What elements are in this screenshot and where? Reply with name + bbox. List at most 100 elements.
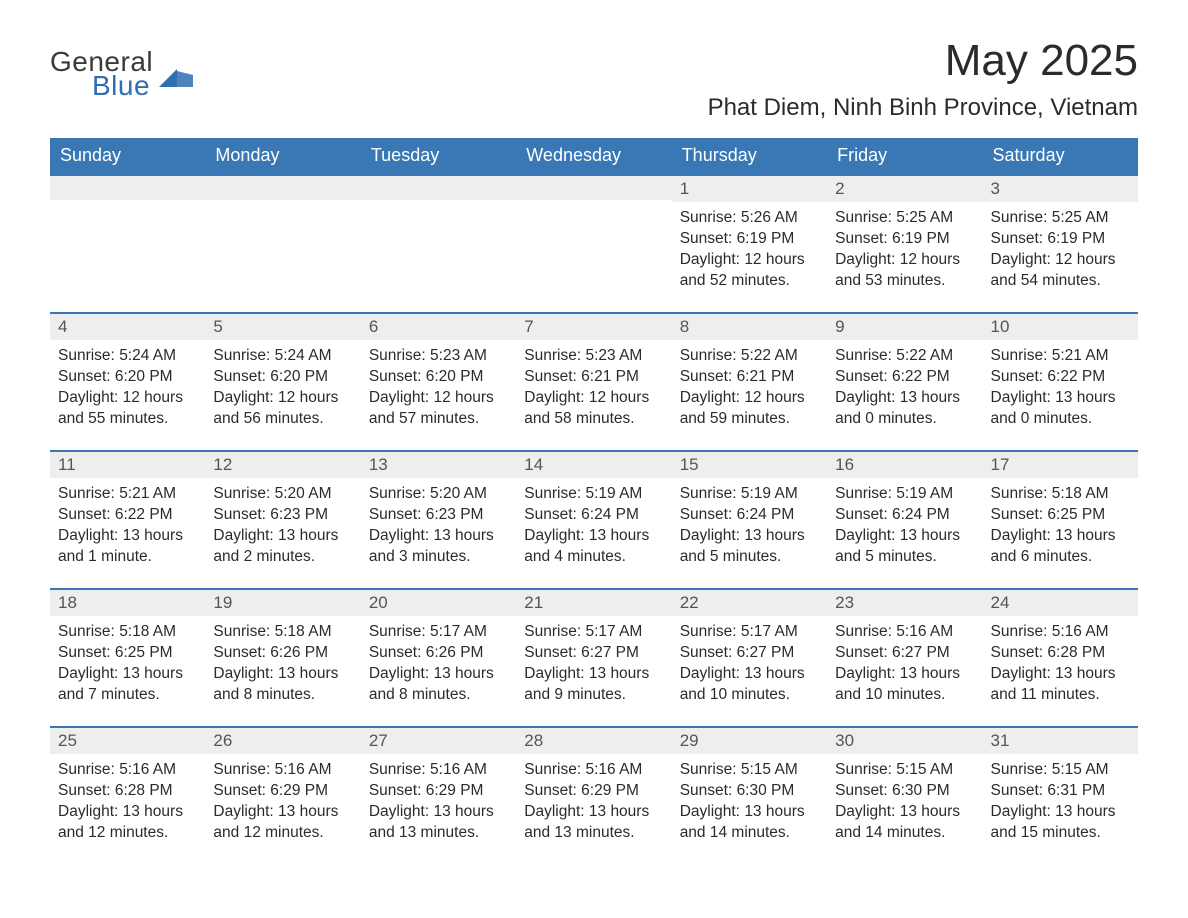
- day-details: Sunrise: 5:18 AMSunset: 6:26 PMDaylight:…: [205, 616, 360, 710]
- sunset-label: Sunset:: [835, 644, 888, 661]
- daylight-label: Daylight:: [680, 665, 740, 682]
- sunset-line: Sunset: 6:21 PM: [524, 367, 663, 388]
- day-number: 8: [672, 314, 827, 340]
- day-number: 18: [50, 590, 205, 616]
- daylight-label: Daylight:: [991, 389, 1051, 406]
- sunrise-value: 5:23 AM: [585, 347, 642, 364]
- sunrise-label: Sunrise:: [524, 623, 581, 640]
- sunrise-label: Sunrise:: [58, 347, 115, 364]
- daylight-line: Daylight: 13 hours and 7 minutes.: [58, 664, 197, 706]
- daylight-line: Daylight: 13 hours and 11 minutes.: [991, 664, 1130, 706]
- sunset-label: Sunset:: [680, 368, 733, 385]
- sunset-value: 6:24 PM: [581, 506, 639, 523]
- sunset-label: Sunset:: [991, 782, 1044, 799]
- sunrise-line: Sunrise: 5:24 AM: [213, 346, 352, 367]
- daylight-line: Daylight: 13 hours and 13 minutes.: [524, 802, 663, 844]
- sunrise-value: 5:26 AM: [741, 209, 798, 226]
- day-number: 17: [983, 452, 1138, 478]
- day-details: Sunrise: 5:17 AMSunset: 6:27 PMDaylight:…: [516, 616, 671, 710]
- sunset-value: 6:21 PM: [581, 368, 639, 385]
- sunset-label: Sunset:: [369, 782, 422, 799]
- daylight-line: Daylight: 13 hours and 10 minutes.: [835, 664, 974, 706]
- sunrise-line: Sunrise: 5:20 AM: [369, 484, 508, 505]
- sunset-line: Sunset: 6:24 PM: [835, 505, 974, 526]
- sunset-line: Sunset: 6:20 PM: [213, 367, 352, 388]
- calendar-day-cell: 16Sunrise: 5:19 AMSunset: 6:24 PMDayligh…: [827, 451, 982, 589]
- sunrise-value: 5:20 AM: [275, 485, 332, 502]
- daylight-line: Daylight: 13 hours and 12 minutes.: [213, 802, 352, 844]
- sunrise-line: Sunrise: 5:24 AM: [58, 346, 197, 367]
- sunrise-label: Sunrise:: [991, 347, 1048, 364]
- weekday-row: SundayMondayTuesdayWednesdayThursdayFrid…: [50, 138, 1138, 175]
- daylight-label: Daylight:: [835, 803, 895, 820]
- daylight-label: Daylight:: [680, 251, 740, 268]
- sunset-value: 6:20 PM: [115, 368, 173, 385]
- day-number: 2: [827, 176, 982, 202]
- day-details: Sunrise: 5:23 AMSunset: 6:21 PMDaylight:…: [516, 340, 671, 434]
- calendar-day-cell: [205, 175, 360, 313]
- daylight-line: Daylight: 13 hours and 5 minutes.: [680, 526, 819, 568]
- daylight-line: Daylight: 12 hours and 59 minutes.: [680, 388, 819, 430]
- calendar-day-cell: 30Sunrise: 5:15 AMSunset: 6:30 PMDayligh…: [827, 727, 982, 865]
- day-details: Sunrise: 5:16 AMSunset: 6:27 PMDaylight:…: [827, 616, 982, 710]
- sunset-label: Sunset:: [680, 782, 733, 799]
- sunset-value: 6:22 PM: [115, 506, 173, 523]
- daylight-label: Daylight:: [213, 527, 273, 544]
- day-number: [361, 176, 516, 200]
- sunrise-value: 5:16 AM: [1052, 623, 1109, 640]
- daylight-label: Daylight:: [835, 389, 895, 406]
- calendar-day-cell: 7Sunrise: 5:23 AMSunset: 6:21 PMDaylight…: [516, 313, 671, 451]
- sunset-label: Sunset:: [369, 506, 422, 523]
- calendar-week-row: 18 Sunrise: 5:18 AM Sunset: 6:25 PM Dayligh…: [50, 589, 1138, 727]
- day-number: 26: [205, 728, 360, 754]
- sunrise-line: Sunrise: 5:17 AM: [524, 622, 663, 643]
- sunrise-label: Sunrise:: [213, 347, 270, 364]
- brand-mark-icon: [159, 65, 193, 87]
- sunset-value: 6:21 PM: [737, 368, 795, 385]
- sunset-line: Sunset: 6:24 PM: [524, 505, 663, 526]
- sunset-label: Sunset:: [991, 506, 1044, 523]
- sunrise-label: Sunrise:: [369, 623, 426, 640]
- sunset-value: 6:30 PM: [737, 782, 795, 799]
- calendar-week-row: 4Sunrise: 5:24 AMSunset: 6:20 PMDaylight…: [50, 313, 1138, 451]
- daylight-line: Daylight: 13 hours and 12 minutes.: [58, 802, 197, 844]
- calendar-week-row: 11Sunrise: 5:21 AMSunset: 6:22 PMDayligh…: [50, 451, 1138, 589]
- daylight-line: Daylight: 13 hours and 14 minutes.: [835, 802, 974, 844]
- day-details: Sunrise: 5:25 AMSunset: 6:19 PMDaylight:…: [983, 202, 1138, 296]
- day-details: Sunrise: 5:22 AMSunset: 6:21 PMDaylight:…: [672, 340, 827, 434]
- sunrise-line: Sunrise: 5:15 AM: [680, 760, 819, 781]
- calendar-day-cell: 9Sunrise: 5:22 AMSunset: 6:22 PMDaylight…: [827, 313, 982, 451]
- day-details: Sunrise: 5:16 AMSunset: 6:29 PMDaylight:…: [205, 754, 360, 848]
- weekday-header: Wednesday: [516, 138, 671, 175]
- daylight-line: Daylight: 13 hours and 0 minutes.: [835, 388, 974, 430]
- sunrise-value: 5:25 AM: [1052, 209, 1109, 226]
- sunset-value: 6:26 PM: [426, 644, 484, 661]
- sunset-value: 6:28 PM: [1047, 644, 1105, 661]
- sunrise-label: Sunrise:: [369, 347, 426, 364]
- sunrise-line: Sunrise: 5:21 AM: [58, 484, 197, 505]
- sunrise-value: 5:16 AM: [119, 761, 176, 778]
- day-details: Sunrise: 5:16 AMSunset: 6:29 PMDaylight:…: [516, 754, 671, 848]
- calendar-day-cell: 20Sunrise: 5:17 AMSunset: 6:26 PMDayligh…: [361, 589, 516, 727]
- sunset-label: Sunset:: [991, 230, 1044, 247]
- sunset-line: Sunset: 6:27 PM: [680, 643, 819, 664]
- day-details: Sunrise: 5:21 AMSunset: 6:22 PMDaylight:…: [50, 478, 205, 572]
- daylight-line: Daylight: 12 hours and 54 minutes.: [991, 250, 1130, 292]
- sunset-value: 6:27 PM: [892, 644, 950, 661]
- sunset-label: Sunset:: [58, 506, 111, 523]
- sunrise-value: 5:19 AM: [741, 485, 798, 502]
- sunrise-label: Sunrise:: [680, 209, 737, 226]
- sunrise-label: Sunrise:: [680, 623, 737, 640]
- daylight-label: Daylight:: [369, 665, 429, 682]
- sunset-label: Sunset:: [58, 644, 111, 661]
- sunrise-line: Sunrise: 5:16 AM: [991, 622, 1130, 643]
- sunrise-line: Sunrise: 5:23 AM: [369, 346, 508, 367]
- sunrise-line: Sunrise: 5:18 AM: [991, 484, 1130, 505]
- day-details: Sunrise: 5:17 AMSunset: 6:26 PMDaylight:…: [361, 616, 516, 710]
- weekday-header: Saturday: [983, 138, 1138, 175]
- sunset-line: Sunset: 6:31 PM: [991, 781, 1130, 802]
- sunset-value: 6:25 PM: [115, 644, 173, 661]
- sunrise-value: 5:18 AM: [119, 623, 176, 640]
- page-header: General Blue May 2025 Phat Diem, Ninh Bi…: [50, 36, 1138, 132]
- sunset-label: Sunset:: [835, 368, 888, 385]
